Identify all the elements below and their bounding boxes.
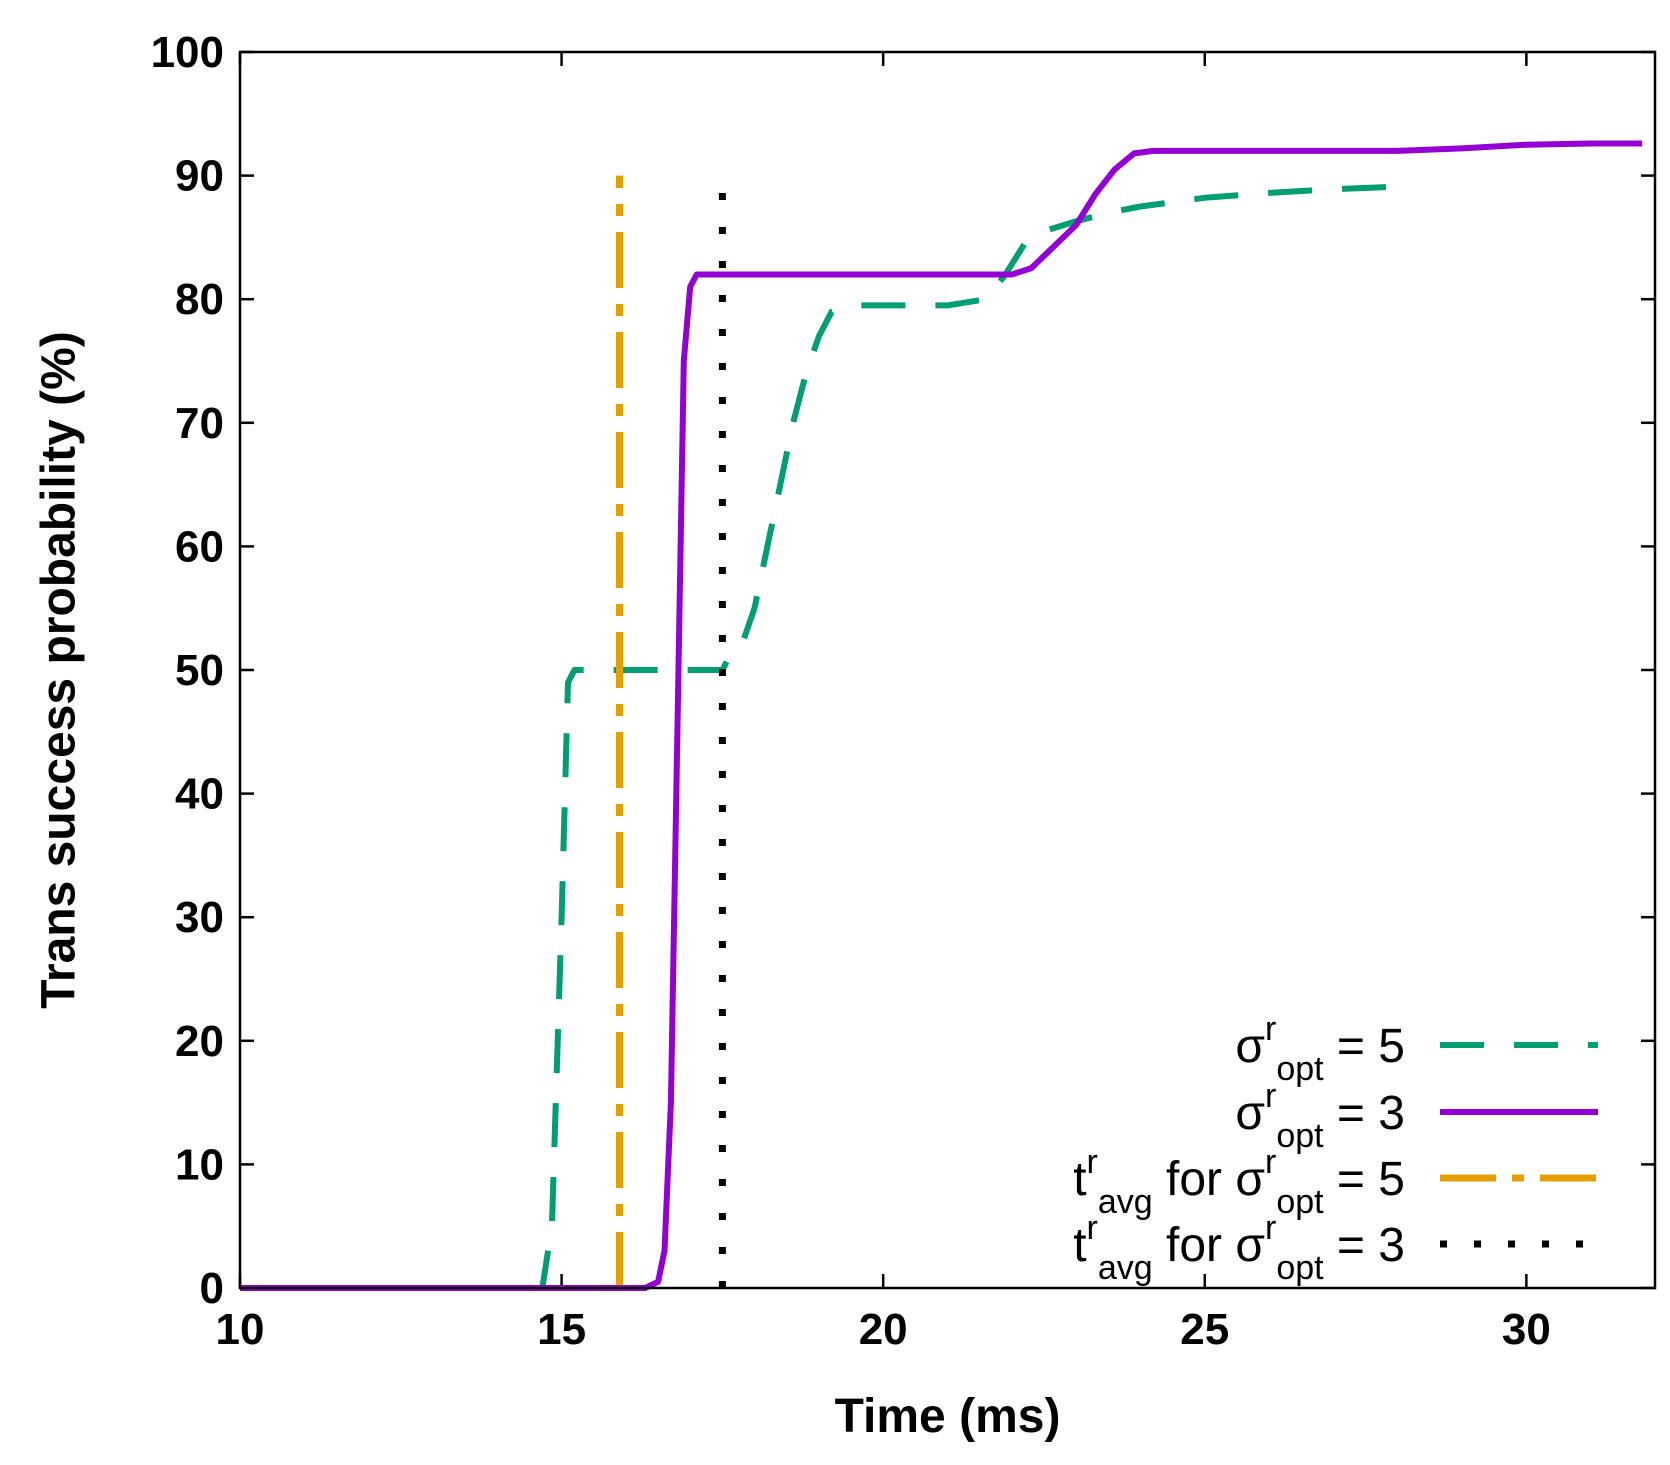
series-layer [240, 140, 1643, 1291]
y-tick-label: 80 [175, 275, 224, 324]
series-line-dashed [240, 183, 1398, 1291]
y-tick-label: 60 [175, 522, 224, 571]
y-tick-label: 0 [200, 1264, 224, 1313]
y-tick-label: 70 [175, 399, 224, 448]
legend-entry: σropt = 3 [1235, 1077, 1598, 1155]
x-tick-label: 20 [859, 1305, 908, 1354]
legend-label: σropt = 3 [1235, 1077, 1405, 1155]
x-axis-label: Time (ms) [835, 1390, 1061, 1443]
x-tick-label: 30 [1502, 1305, 1551, 1354]
y-tick-label: 10 [175, 1140, 224, 1189]
legend-entry: travg for σropt = 3 [1073, 1209, 1598, 1287]
x-tick-label: 10 [216, 1305, 265, 1354]
legend-label: travg for σropt = 3 [1073, 1209, 1405, 1287]
legend-entry: travg for σropt = 5 [1073, 1143, 1598, 1221]
plot-frame [238, 50, 1657, 1290]
x-tick-label: 25 [1180, 1305, 1229, 1354]
legend-label: travg for σropt = 5 [1073, 1143, 1405, 1221]
y-tick-label: 100 [151, 28, 224, 77]
y-tick-label: 40 [175, 770, 224, 819]
legend-label: σropt = 5 [1235, 1010, 1405, 1088]
series-line-solid [240, 140, 1643, 1291]
y-tick-label: 50 [175, 646, 224, 695]
x-tick-label: 15 [537, 1305, 586, 1354]
y-tick-label: 90 [175, 152, 224, 201]
legend-entry: σropt = 5 [1235, 1010, 1598, 1088]
y-tick-label: 30 [175, 893, 224, 942]
y-axis-label: Trans success probability (%) [33, 331, 86, 1009]
y-tick-label: 20 [175, 1017, 224, 1066]
